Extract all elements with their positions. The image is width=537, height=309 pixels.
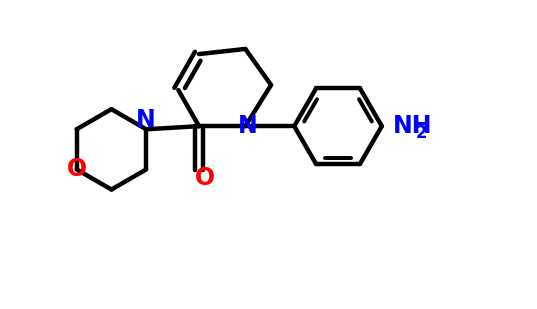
Text: N: N bbox=[238, 114, 258, 138]
Text: 2: 2 bbox=[416, 124, 427, 142]
Text: O: O bbox=[195, 166, 215, 190]
Text: NH: NH bbox=[393, 114, 433, 138]
Text: N: N bbox=[136, 108, 156, 132]
Text: O: O bbox=[67, 157, 86, 181]
